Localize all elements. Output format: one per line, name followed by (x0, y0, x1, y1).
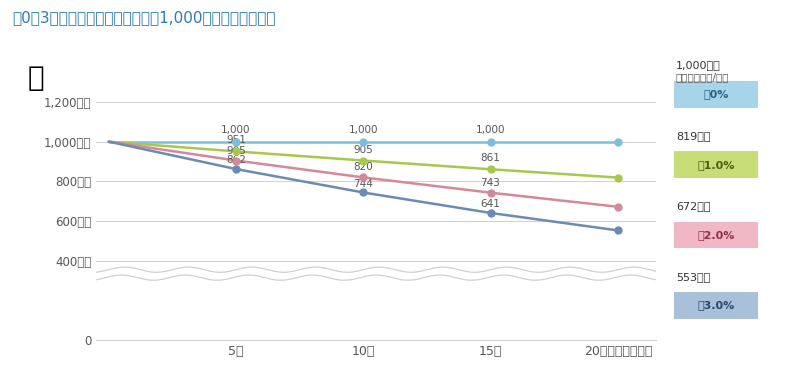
Text: 641: 641 (481, 199, 501, 209)
Text: 862: 862 (226, 155, 246, 165)
Text: 672万円: 672万円 (676, 201, 710, 211)
Text: 年3.0%: 年3.0% (698, 300, 735, 310)
Text: 年0～3％で物価が上昇した場合の1,000万円の価値の推移: 年0～3％で物価が上昇した場合の1,000万円の価値の推移 (12, 10, 275, 25)
Text: 553万円: 553万円 (676, 272, 710, 282)
Text: 1,000: 1,000 (476, 125, 506, 135)
Text: 年2.0%: 年2.0% (698, 230, 735, 240)
Text: 743: 743 (481, 178, 501, 188)
Text: 1,000: 1,000 (222, 125, 250, 135)
Text: 951: 951 (226, 135, 246, 145)
Text: 1,000万円: 1,000万円 (676, 61, 721, 70)
Text: 💰: 💰 (28, 64, 44, 92)
Text: 819万円: 819万円 (676, 131, 710, 141)
Text: 905: 905 (354, 145, 373, 154)
Text: 744: 744 (354, 179, 374, 188)
Text: 【物価上昇率/年】: 【物価上昇率/年】 (676, 72, 730, 83)
Text: 820: 820 (354, 162, 373, 172)
Text: 861: 861 (481, 153, 501, 163)
Text: 年1.0%: 年1.0% (698, 160, 735, 170)
Text: 年0%: 年0% (704, 89, 729, 99)
Text: 1,000: 1,000 (349, 125, 378, 135)
Text: 905: 905 (226, 145, 246, 156)
